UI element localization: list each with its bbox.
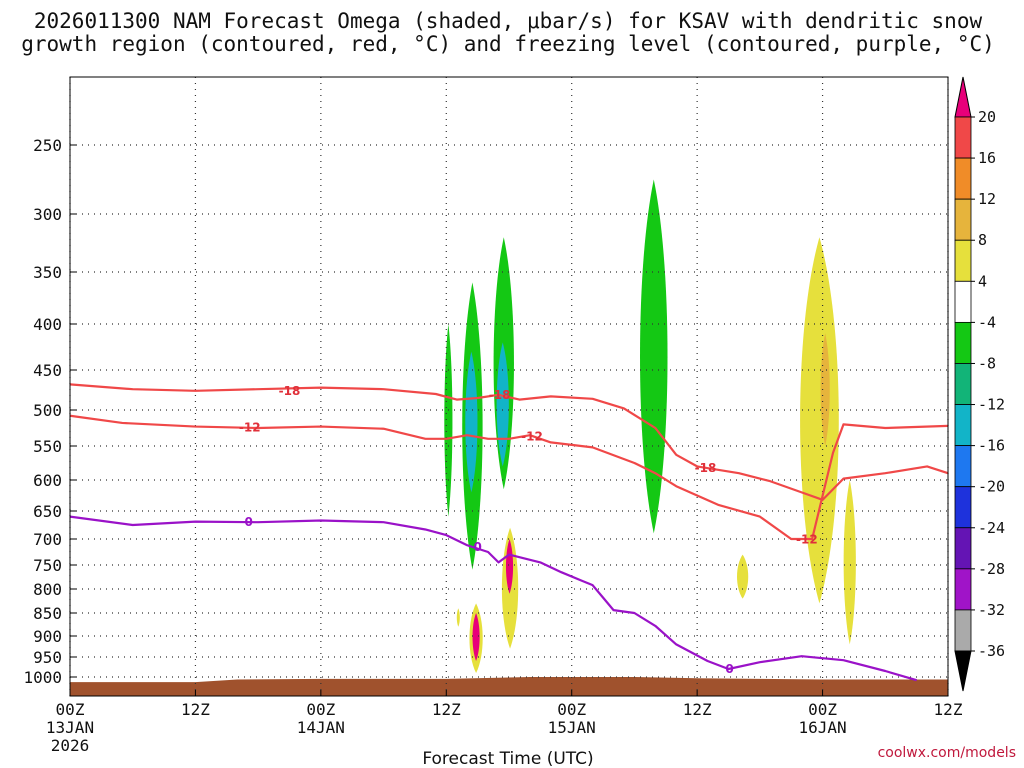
contour-label-4: -18 — [695, 461, 717, 475]
xtick-label-36: 12Z — [432, 700, 461, 719]
omega-blob-blue-hr41 — [496, 342, 509, 467]
colorbar-seg-1 — [954, 116, 972, 159]
omega-blob-yellow-hr37 — [456, 608, 460, 627]
colorbar-seg-3 — [954, 198, 972, 241]
xtick-date-24: 14JAN — [297, 718, 345, 737]
contour-label-8: 0 — [725, 662, 733, 676]
ytick-label-300: 300 — [33, 205, 62, 224]
site-credit[interactable]: coolwx.com/models — [878, 745, 1016, 761]
omega-shading-layer — [444, 179, 856, 673]
xtick-label-0: 00Z — [56, 700, 85, 719]
ytick-label-700: 700 — [33, 530, 62, 549]
ytick-label-800: 800 — [33, 580, 62, 599]
omega-blob-yellow-hr72 — [800, 237, 839, 604]
colorbar-seg-13 — [954, 609, 972, 652]
colorbar-seg-6 — [954, 321, 972, 364]
contour-labels: -18 -12 -18 -12 -18 -12 0 0 0 — [239, 384, 818, 676]
colorbar-label-4: 4 — [978, 272, 987, 290]
colorbar-top-arrow — [954, 76, 972, 118]
ytick-label-950: 950 — [33, 648, 62, 667]
colorbar-label-13: -36 — [978, 642, 1005, 660]
colorbar-label-6: -8 — [978, 354, 996, 372]
colorbar-label-9: -20 — [978, 478, 1005, 496]
ytick-label-400: 400 — [33, 315, 62, 334]
xtick-year-0: 2026 — [51, 736, 90, 755]
colorbar-seg-9 — [954, 445, 972, 488]
omega-blob-yellow-hr75 — [843, 480, 856, 645]
ytick-label-350: 350 — [33, 263, 62, 282]
colorbar-label-10: -24 — [978, 519, 1005, 537]
colorbar-bottom-arrow — [954, 650, 972, 692]
omega-blob-yellow-hr64 — [737, 554, 749, 599]
x-axis-label: Forecast Time (UTC) — [422, 749, 593, 768]
ytick-label-650: 650 — [33, 502, 62, 521]
surface-ground — [70, 677, 948, 696]
colorbar-label-2: 12 — [978, 190, 996, 208]
xtick-label-72: 00Z — [808, 700, 837, 719]
colorbar-label-1: 16 — [978, 149, 996, 167]
colorbar-label-11: -28 — [978, 560, 1005, 578]
contour-label-7: 0 — [473, 540, 481, 554]
contour-layer — [69, 383, 949, 682]
omega-blob-pink-hr39 — [472, 613, 480, 661]
contour-label-6: 0 — [245, 515, 253, 529]
omega-blob-green-hr36 — [444, 324, 453, 517]
ytick-label-450: 450 — [33, 361, 62, 380]
colorbar-seg-7 — [954, 363, 972, 405]
dotted-grid — [69, 77, 949, 696]
contour-dgz-minus12 — [69, 414, 949, 541]
contour-label-3: -12 — [521, 430, 543, 444]
ytick-label-1000: 1000 — [23, 668, 62, 687]
xtick-date-48: 15JAN — [548, 718, 596, 737]
xtick-label-12: 12Z — [181, 700, 210, 719]
surface-terrain-layer — [70, 677, 948, 696]
colorbar-label-7: -12 — [978, 396, 1005, 414]
contour-label-5: -12 — [796, 533, 818, 547]
colorbar-seg-12 — [954, 568, 972, 611]
ytick-label-900: 900 — [33, 627, 62, 646]
colorbar-label-8: -16 — [978, 437, 1005, 455]
colorbar-label-5: -4 — [978, 313, 996, 331]
ytick-label-250: 250 — [33, 136, 62, 155]
colorbar-seg-2 — [954, 157, 972, 200]
ytick-label-500: 500 — [33, 401, 62, 420]
ytick-label-600: 600 — [33, 471, 62, 490]
contour-label-0: -18 — [279, 384, 301, 398]
xtick-label-24: 00Z — [306, 700, 335, 719]
xtick-date-0: 13JAN — [46, 718, 94, 737]
ytick-label-850: 850 — [33, 604, 62, 623]
colorbar: 20 16 12 8 4 -4 -8 -12 -16 -20 -24 -28 -32 -36 — [954, 76, 1005, 692]
colorbar-label-0: 20 — [978, 108, 996, 126]
xtick-date-72: 16JAN — [798, 718, 846, 737]
chart-title-line1: 2026011300 NAM Forecast Omega (shaded, μ… — [34, 9, 983, 33]
colorbar-label-12: -32 — [978, 601, 1005, 619]
contour-label-1: -12 — [239, 420, 261, 434]
chart-title-line2: growth region (contoured, red, °C) and f… — [21, 32, 995, 56]
ytick-label-750: 750 — [33, 556, 62, 575]
omega-blob-pink-hr42 — [505, 539, 514, 594]
colorbar-seg-11 — [954, 527, 972, 570]
colorbar-seg-10 — [954, 486, 972, 529]
colorbar-seg-4 — [954, 239, 972, 282]
colorbar-seg-8 — [954, 404, 972, 447]
xtick-label-48: 00Z — [557, 700, 586, 719]
plot-frame — [69, 76, 949, 697]
ytick-label-550: 550 — [33, 437, 62, 456]
colorbar-label-3: 8 — [978, 231, 987, 249]
xtick-label-84: 12Z — [934, 700, 963, 719]
contour-label-2: -18 — [489, 388, 511, 402]
omega-blob-green-hr55 — [640, 179, 668, 534]
omega-blob-orange-hr72 — [820, 333, 830, 446]
omega-blob-blue-hr38 — [465, 351, 478, 493]
contour-freezing-0 — [69, 515, 917, 682]
colorbar-seg-5 — [954, 280, 972, 323]
xtick-label-60: 12Z — [683, 700, 712, 719]
y-axis-ticks: 250 300 350 400 450 500 550 600 650 700 750 800 850 9… — [23, 136, 76, 687]
